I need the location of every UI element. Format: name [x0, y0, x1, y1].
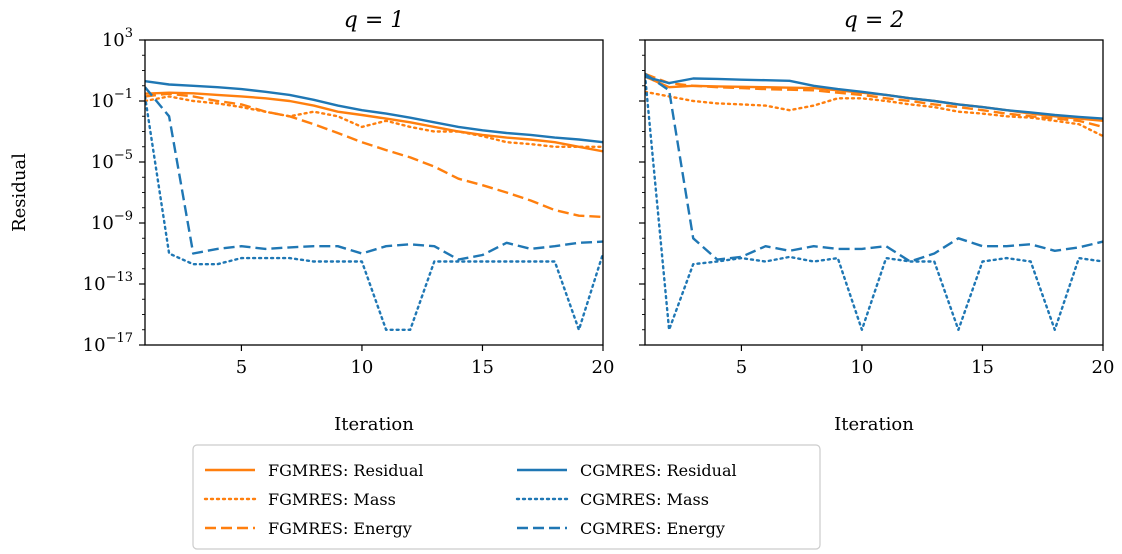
x-tick-label: 10	[350, 357, 373, 378]
panel-title: q = 1	[344, 8, 405, 33]
y-tick-label: 10−17	[83, 331, 133, 356]
series-line-fgmres-residual	[645, 75, 1103, 122]
axes-frame	[144, 39, 604, 346]
y-tick-label: 103	[102, 26, 133, 51]
series-line-fgmres-energy	[645, 72, 1103, 129]
series-line-cgmres-mass	[645, 73, 1103, 331]
legend-label: CGMRES: Energy	[580, 519, 725, 538]
x-tick-label: 15	[471, 357, 494, 378]
y-axis-label: Residual	[9, 153, 30, 232]
legend-label: FGMRES: Mass	[268, 490, 396, 509]
x-tick-label: 15	[971, 357, 994, 378]
series-line-fgmres-residual	[145, 91, 603, 153]
series-line-cgmres-mass	[145, 95, 603, 331]
series-line-cgmres-energy	[645, 72, 1103, 263]
panel-2: q = 2 5 10 15 20 Iteration	[639, 8, 1114, 435]
y-tick-label: 10−1	[91, 87, 133, 112]
series-group	[145, 80, 603, 331]
panel-1: q = 1 5 10 15 20 Iteration 103 10−1 10−5 10−9 10−1…	[9, 8, 614, 435]
legend-label: FGMRES: Residual	[268, 461, 423, 480]
x-axis-label: Iteration	[334, 414, 414, 435]
x-tick-label: 5	[736, 357, 747, 378]
series-line-fgmres-mass	[645, 90, 1103, 138]
legend-box	[192, 444, 821, 550]
panel-title: q = 2	[844, 8, 905, 33]
series-line-cgmres-energy	[145, 86, 603, 261]
x-axis-label: Iteration	[834, 414, 914, 435]
y-tick-label: 10−5	[91, 148, 133, 173]
legend-label: CGMRES: Residual	[580, 461, 737, 480]
x-tick-label: 20	[592, 357, 615, 378]
series-line-fgmres-mass	[145, 95, 603, 149]
y-tick-label: 10−13	[83, 270, 133, 295]
x-tick-label: 20	[1092, 357, 1115, 378]
series-line-cgmres-residual	[145, 80, 603, 144]
series-line-cgmres-residual	[645, 75, 1103, 120]
legend-label: CGMRES: Mass	[580, 490, 709, 509]
x-tick-label: 5	[236, 357, 247, 378]
x-tick-label: 10	[850, 357, 873, 378]
legend: FGMRES: Residual FGMRES: Mass FGMRES: Ener…	[192, 444, 821, 550]
y-tick-label: 10−9	[91, 209, 133, 234]
series-group	[645, 72, 1103, 331]
legend-label: FGMRES: Energy	[268, 519, 412, 538]
